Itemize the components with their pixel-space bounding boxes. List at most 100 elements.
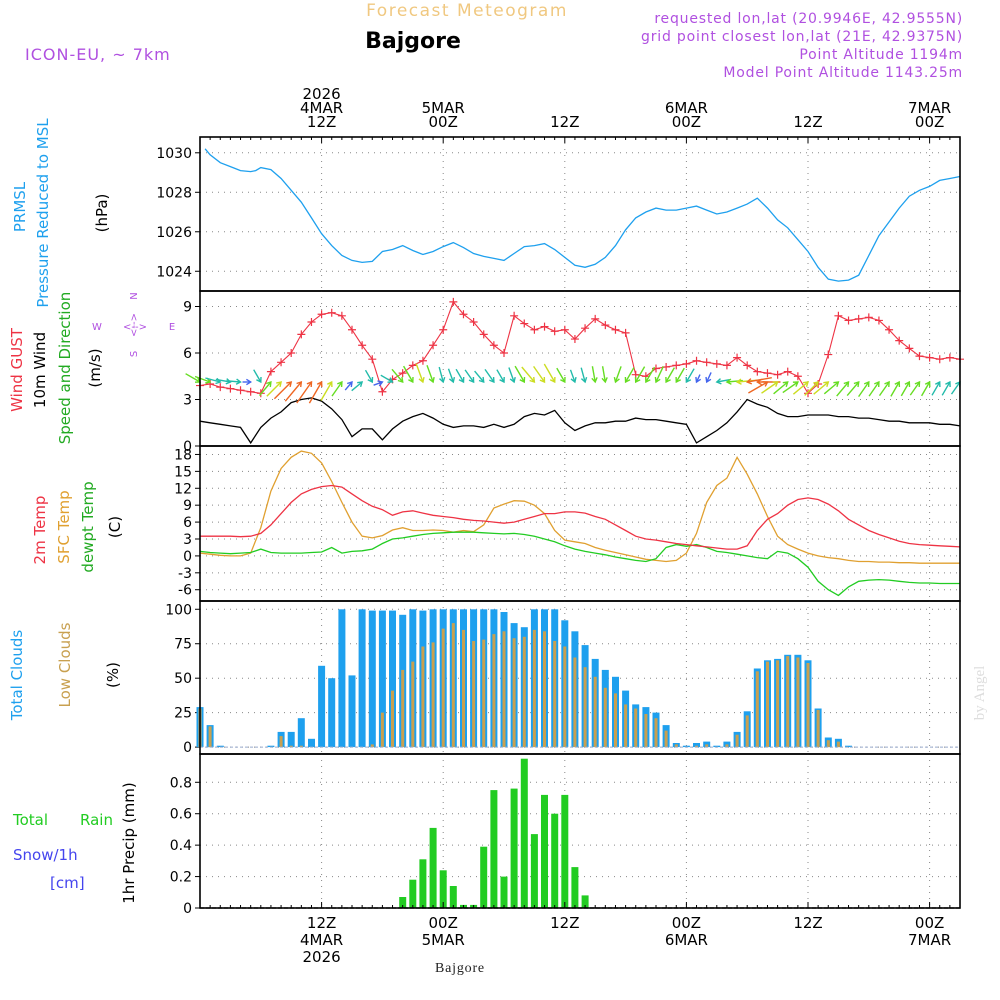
bottom-time-label: 00Z <box>672 914 701 932</box>
wind-gust-marker <box>672 361 681 370</box>
wind-arrow-head <box>458 376 465 384</box>
wind-arrow-head <box>745 378 753 385</box>
wind-arrow-shaft <box>438 366 444 383</box>
wind-arrow-head <box>945 380 951 388</box>
wind-arrow-head <box>613 376 620 384</box>
rain-bar <box>419 859 427 908</box>
wind-gust-marker <box>348 325 356 334</box>
grid-coords: grid point closest lon,lat (21E, 42.9375… <box>641 29 963 45</box>
total-cloud-bar <box>287 731 295 748</box>
wind-direction-arrow <box>455 368 465 384</box>
wind-direction-arrow <box>878 380 890 397</box>
wind-arrow-head <box>499 376 505 384</box>
temperature-tick-label: -3 <box>178 566 192 582</box>
low-cloud-bar <box>279 736 283 748</box>
wind-direction-arrow <box>426 365 435 384</box>
wind-arrow-head <box>843 381 850 388</box>
wind-arrow-head <box>397 376 404 383</box>
wind-gust-marker <box>378 387 387 396</box>
wind-direction-arrow <box>331 380 343 397</box>
wind-gust-marker <box>611 325 620 334</box>
wind-direction-arrow <box>613 366 622 384</box>
wind-arrow-shaft <box>792 381 809 395</box>
rain-bar <box>429 827 437 908</box>
wind-gust-marker <box>469 318 478 326</box>
wind-arrow-head <box>265 381 272 388</box>
total-cloud-bar <box>682 745 690 748</box>
precip-snow-label: Snow/1h <box>13 846 78 864</box>
wind-arrow-shaft <box>614 366 622 383</box>
wind-arrow-shaft <box>455 368 465 383</box>
wind-direction-arrow <box>380 374 394 383</box>
temperature-tick-label: 18 <box>174 447 192 463</box>
wind-gust-marker <box>408 361 417 370</box>
wind-direction-arrow <box>284 381 303 402</box>
wind-gust-marker <box>327 308 336 317</box>
wind-gust-marker <box>266 367 275 376</box>
t2m-temp-line <box>200 484 961 550</box>
wind-direction-arrow <box>695 374 702 384</box>
wind-direction-arrow <box>543 363 556 384</box>
model-point-altitude: Model Point Altitude 1143.25m <box>723 65 963 81</box>
wind-arrow-head <box>823 381 830 388</box>
wind-direction-arrow <box>654 366 664 384</box>
wind-arrow-head <box>685 376 692 384</box>
precip-tick-label: 0 <box>183 901 192 917</box>
low-cloud-bar <box>786 656 790 748</box>
wind-arrow-shaft <box>655 366 664 383</box>
bottom-time-label: 6MAR <box>665 931 708 949</box>
wind-arrow-shaft <box>447 368 454 383</box>
wind-arrow-shaft <box>941 381 951 396</box>
wind-direction-arrow <box>320 380 333 401</box>
bottom-time-label: 00Z <box>915 914 944 932</box>
wind-tick-label: 3 <box>183 393 192 409</box>
wind-direction-arrow <box>900 380 911 397</box>
rain-bar <box>439 870 447 908</box>
wind-gust-marker <box>682 359 691 368</box>
wind-direction-arrow <box>308 380 323 404</box>
wind-arrow-head <box>601 377 608 384</box>
wind-arrow-shaft <box>846 381 860 397</box>
pressure-tick-label: 1028 <box>156 185 192 201</box>
wind-arrow-shaft <box>601 366 606 383</box>
wind-direction-arrow <box>823 381 840 395</box>
wind-direction-arrow <box>273 381 293 400</box>
top-time-label: 4MAR <box>300 99 343 117</box>
low-cloud-bar <box>472 641 476 748</box>
wind-gust-marker <box>439 325 448 334</box>
wind-arrow-head <box>705 376 712 384</box>
wind-gust-marker <box>915 352 924 361</box>
wind-arrow-shaft <box>543 363 556 383</box>
compass-south: S <box>129 351 140 357</box>
wind-arrow-shaft <box>464 369 475 383</box>
wind-gust-marker <box>500 349 508 357</box>
wind-arrow-head <box>735 378 742 385</box>
wind-arrow-head <box>833 381 840 388</box>
wind-arrow-head <box>316 380 323 388</box>
wind-arrow-head <box>235 378 242 385</box>
low-cloud-bar <box>836 741 840 748</box>
wind-arrow-head <box>346 381 353 388</box>
wind-speed-line <box>199 397 961 445</box>
low-cloud-bar <box>816 709 820 748</box>
clouds-low-label: Low Clouds <box>56 622 74 707</box>
pressure-label-prmsl: PRMSL <box>11 181 29 232</box>
wind-direction-arrow <box>464 369 475 384</box>
low-cloud-bar <box>603 687 607 748</box>
clouds-tick-label: 0 <box>183 740 192 756</box>
low-cloud-bar <box>735 734 739 748</box>
temp-sfc-label: SFC Temp <box>55 490 73 563</box>
compass-west: W <box>92 322 102 333</box>
pressure-tick-label: 1024 <box>156 264 192 280</box>
low-cloud-bar <box>451 623 455 748</box>
bottom-time-label: 5MAR <box>422 931 465 949</box>
wind-gust-marker <box>489 341 498 350</box>
clouds-tick-label: 100 <box>165 602 192 618</box>
wind-direction-arrow <box>533 365 546 384</box>
temperature-frame <box>199 445 961 602</box>
total-cloud-bar <box>308 738 315 748</box>
wind-direction-arrow <box>634 366 646 384</box>
temp-2m-label: 2m Temp <box>31 496 49 565</box>
